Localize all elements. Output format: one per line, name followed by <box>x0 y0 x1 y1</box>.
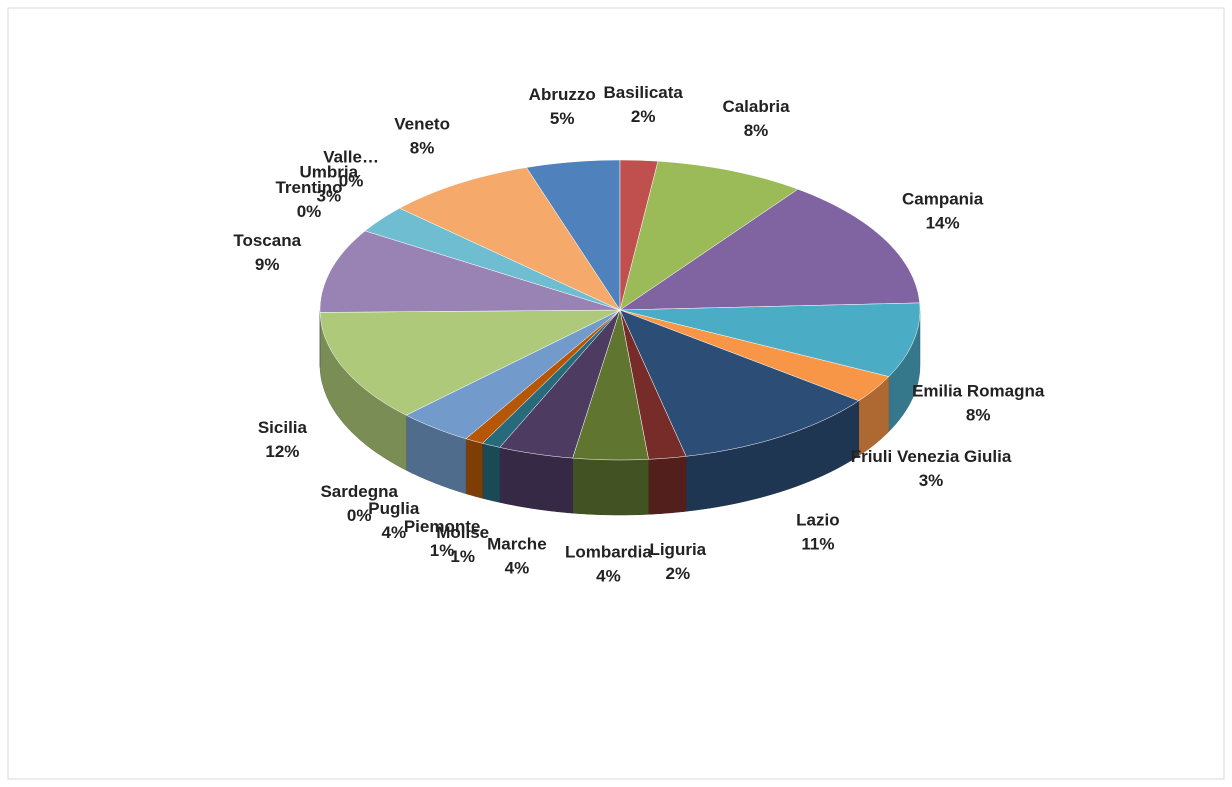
category-label: Piemonte <box>404 517 481 536</box>
slice <box>619 188 920 311</box>
slice <box>619 309 890 402</box>
category-label: Sardegna <box>320 482 398 501</box>
category-label: Lombardia <box>565 542 652 561</box>
category-label: Lazio <box>796 510 839 529</box>
category-label: Umbria <box>300 162 359 181</box>
pie-labels: Abruzzo 5% Basilicata 2% Calabria 8% Campania 1… <box>233 83 1045 586</box>
slice <box>364 207 621 311</box>
category-label: Emilia Romagna <box>912 382 1045 401</box>
slice <box>399 167 621 311</box>
value-label: 8% <box>966 406 991 425</box>
value-label: 14% <box>926 213 960 232</box>
value-label: 8% <box>410 139 435 158</box>
category-label: Basilicata <box>604 83 684 102</box>
value-label: 8% <box>744 121 769 140</box>
value-label: 0% <box>297 202 322 221</box>
value-label: 4% <box>596 566 621 585</box>
slice-side <box>482 442 500 503</box>
category-label: Friuli Venezia Giulia <box>851 447 1012 466</box>
slice <box>619 309 860 457</box>
value-label: 1% <box>430 541 455 560</box>
slice-side <box>648 456 687 515</box>
value-label: 4% <box>382 523 407 542</box>
value-label: 11% <box>801 534 834 553</box>
value-label: 9% <box>255 255 280 274</box>
slice-side <box>572 457 649 516</box>
value-label: 2% <box>666 564 691 583</box>
slice <box>499 309 621 459</box>
value-label: 5% <box>550 109 575 128</box>
category-label: Molise <box>436 523 489 542</box>
category-label: Marche <box>487 534 547 553</box>
category-label: Veneto <box>394 115 450 134</box>
category-label: Campania <box>902 189 984 208</box>
slice <box>405 309 621 439</box>
pie-sides <box>319 309 921 516</box>
category-label: Puglia <box>368 499 420 518</box>
category-label: Sicilia <box>258 418 308 437</box>
pie-tops <box>319 159 921 461</box>
value-label: 0% <box>347 506 372 525</box>
slice <box>319 309 621 416</box>
value-label: 3% <box>317 186 342 205</box>
slice <box>619 302 921 377</box>
category-label: Toscana <box>233 231 301 250</box>
value-label: 1% <box>450 547 475 566</box>
category-label: Liguria <box>649 540 706 559</box>
value-label: 4% <box>505 558 530 577</box>
slice <box>525 159 621 311</box>
slice <box>572 309 649 461</box>
value-label: 2% <box>631 107 656 126</box>
slice-side <box>465 438 483 499</box>
category-label: Calabria <box>722 97 790 116</box>
category-label: Valle… <box>323 148 379 167</box>
value-label: 3% <box>919 471 944 490</box>
value-label: 12% <box>265 442 299 461</box>
value-label: 0% <box>339 172 364 191</box>
category-label: Abruzzo <box>529 85 596 104</box>
category-label: Trentino <box>275 178 342 197</box>
slice <box>619 160 799 311</box>
slice <box>319 230 621 313</box>
